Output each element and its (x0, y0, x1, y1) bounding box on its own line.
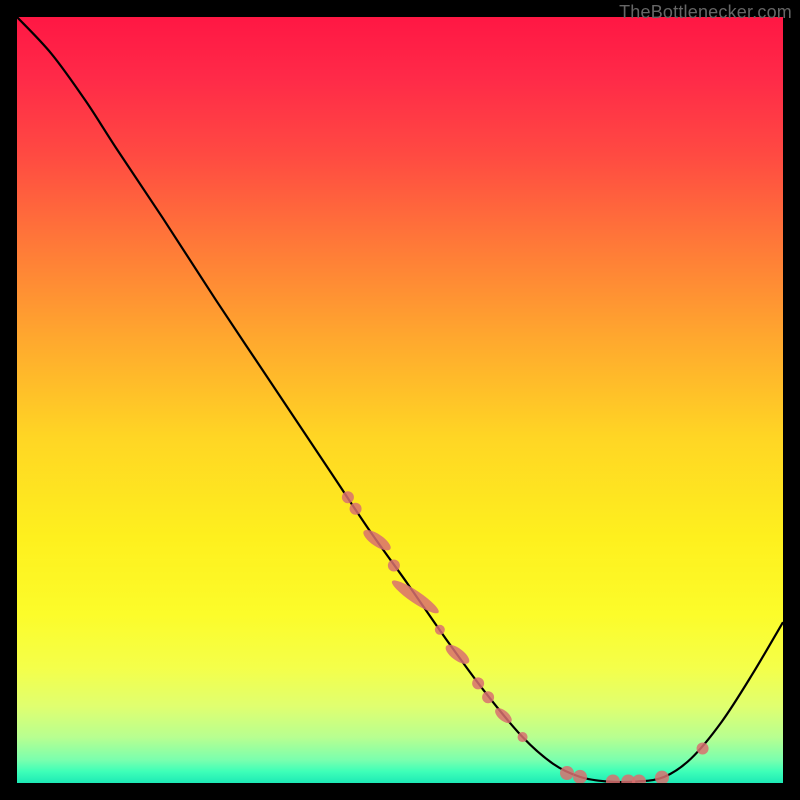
data-marker (342, 491, 354, 503)
data-marker (388, 559, 400, 571)
data-marker (655, 771, 669, 783)
data-marker (697, 743, 709, 755)
data-marker (443, 641, 473, 667)
data-marker (435, 625, 445, 635)
data-marker (482, 691, 494, 703)
chart-area (17, 17, 783, 783)
data-marker (389, 576, 442, 617)
data-marker (360, 526, 393, 554)
data-marker (560, 766, 574, 780)
curve-layer (17, 17, 783, 783)
data-marker (606, 774, 620, 783)
watermark-text: TheBottlenecker.com (619, 2, 792, 23)
data-marker (472, 677, 484, 689)
data-marker (518, 732, 528, 742)
data-marker (350, 503, 362, 515)
data-marker (632, 774, 646, 783)
data-markers (342, 491, 709, 783)
bottleneck-curve (17, 17, 783, 782)
data-marker (573, 770, 587, 783)
